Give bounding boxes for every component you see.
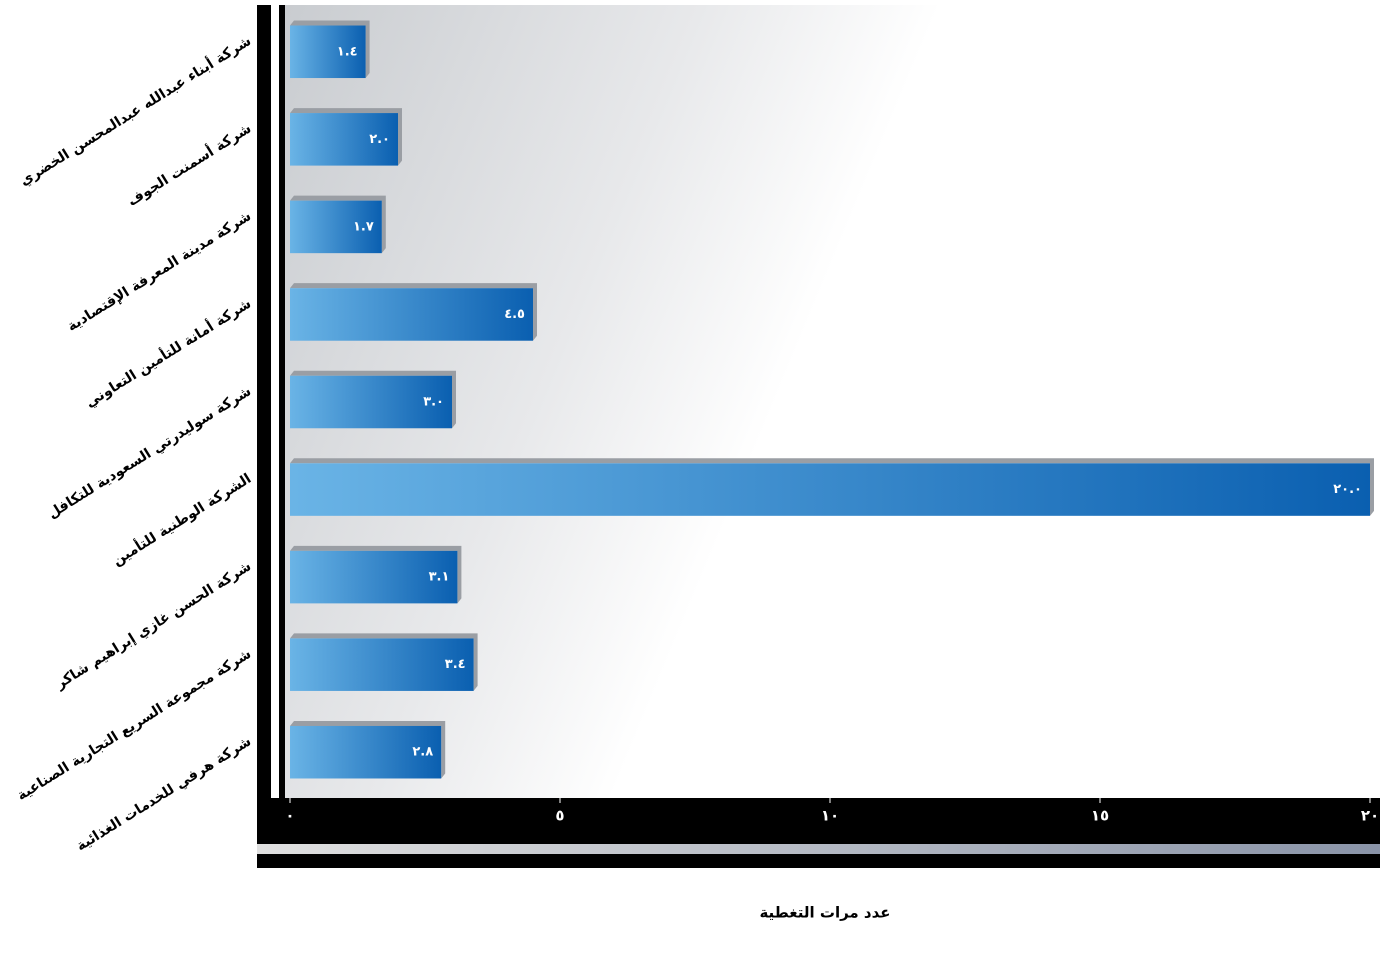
axis-stripe: [271, 5, 279, 868]
x-tick-label: ٥: [555, 807, 564, 825]
bar: [290, 288, 533, 341]
value-label: ٢.٨: [412, 745, 433, 760]
y-tick-label: شركة أسمنت الجوف: [124, 119, 254, 210]
bar: [290, 200, 382, 254]
bar: [290, 25, 366, 79]
y-tick-label: شركة مجموعة السريع التجارية الصناعية: [14, 646, 254, 804]
axis-bar: [257, 5, 271, 868]
bar: [290, 550, 458, 604]
bar: [290, 725, 442, 779]
value-label: ٢.٠: [369, 132, 390, 147]
x-axis-band: [257, 798, 1380, 844]
x-axis-band: [257, 854, 1380, 868]
value-label: ٣.٤: [445, 657, 466, 672]
y-tick-label: الشركة الوطنية للتأمين: [109, 469, 254, 569]
value-label: ٤.٥: [504, 307, 525, 322]
x-axis-title: عدد مرات التغطية: [759, 904, 890, 922]
bar: [290, 113, 398, 166]
y-tick-label: شركة أبناء عبدالله عبدالمحسن الخضري: [16, 31, 255, 190]
value-label: ١.٤: [337, 44, 358, 59]
bar: [290, 638, 474, 691]
value-label: ٣.١: [429, 570, 450, 585]
x-tick-label: ١٠: [821, 807, 839, 825]
bar: [290, 375, 452, 429]
x-tick-label: ٢٠: [1361, 807, 1379, 825]
value-label: ١.٧: [353, 219, 374, 234]
x-axis-stripe: [257, 844, 1380, 854]
value-label: ٣.٠: [423, 395, 444, 410]
axis-bar: [279, 5, 285, 868]
bar: [290, 463, 1370, 516]
x-tick-label: ٠: [285, 807, 294, 825]
x-tick-label: ١٥: [1091, 807, 1109, 825]
value-label: ٢٠.٠: [1333, 482, 1362, 497]
